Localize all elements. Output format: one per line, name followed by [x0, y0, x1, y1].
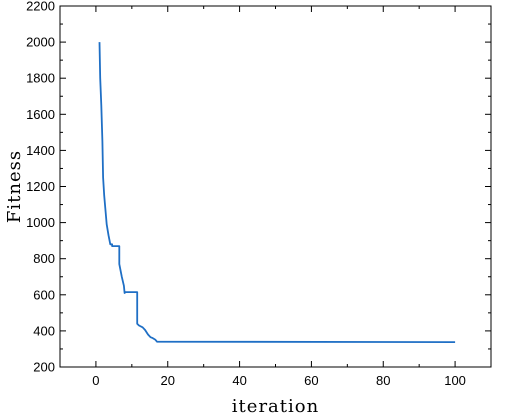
y-tick-label: 200 [33, 360, 55, 375]
y-tick-label: 1200 [26, 179, 55, 194]
x-tick-label: 0 [92, 373, 99, 388]
x-tick-label: 40 [232, 373, 246, 388]
fitness-series-line [98, 42, 456, 344]
y-axis-title: Fitness [4, 150, 25, 223]
y-tick-label: 1000 [26, 215, 55, 230]
x-tick-label: 20 [161, 373, 175, 388]
y-tick-label: 1600 [26, 107, 55, 122]
y-tick-label: 1800 [26, 71, 55, 86]
x-tick-label: 60 [304, 373, 318, 388]
x-axis-ticks [95, 6, 456, 367]
y-tick-labels: 200 400 600 800 1000 1200 1400 1600 1800 2000 2200 [26, 0, 55, 375]
y-tick-label: 400 [33, 323, 55, 338]
y-tick-label: 2000 [26, 35, 55, 50]
x-tick-labels: 0 20 40 60 80 100 [92, 373, 466, 388]
x-axis-title: iteration [232, 396, 319, 417]
y-axis-ticks [60, 5, 491, 368]
plot-frame [59, 5, 492, 368]
y-tick-label: 2200 [26, 0, 55, 14]
y-tick-label: 1400 [26, 143, 55, 158]
series-layer [98, 42, 456, 344]
y-tick-label: 600 [33, 287, 55, 302]
x-tick-label: 100 [444, 373, 466, 388]
x-tick-label: 80 [376, 373, 390, 388]
y-tick-label: 800 [33, 251, 55, 266]
